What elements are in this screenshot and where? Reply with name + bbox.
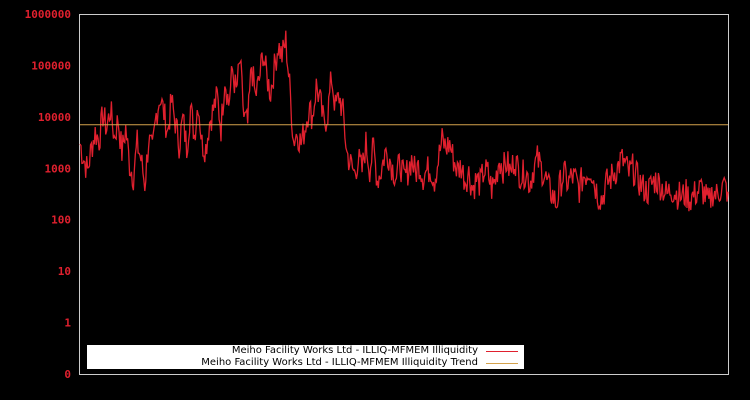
y-tick-label: 100000 [31,59,71,72]
y-tick-label: 1 [64,317,71,330]
plot-frame [79,14,729,375]
y-tick-label: 10 [58,265,71,278]
y-tick-label: 1000000 [25,8,71,21]
illiquidity-series-line [79,30,729,212]
chart-legend: Meiho Facility Works Ltd - ILLIQ-MFMEM I… [87,345,524,369]
legend-label: Meiho Facility Works Ltd - ILLIQ-MFMEM I… [201,357,478,368]
y-tick-label: 0 [64,368,71,381]
legend-item-trend: Meiho Facility Works Ltd - ILLIQ-MFMEM I… [201,357,518,369]
legend-item-illiquidity: Meiho Facility Works Ltd - ILLIQ-MFMEM I… [232,345,518,357]
y-tick-label: 10000 [38,111,71,124]
legend-swatch-red [486,350,518,352]
legend-label: Meiho Facility Works Ltd - ILLIQ-MFMEM I… [231,345,478,356]
y-tick-label: 1000 [45,162,72,175]
y-tick-label: 100 [51,214,71,227]
legend-swatch-gold [486,362,518,364]
y-axis-ticks: 0 1 10 100 1000 10000 100000 1000000 [25,8,72,381]
